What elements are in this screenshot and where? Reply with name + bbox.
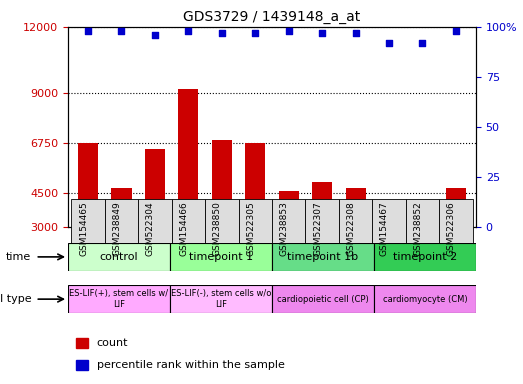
Point <box>385 40 393 46</box>
Bar <box>172 199 205 243</box>
Point <box>84 28 92 34</box>
Text: ES-LIF(-), stem cells w/o
LIF: ES-LIF(-), stem cells w/o LIF <box>171 290 271 309</box>
Bar <box>279 191 299 293</box>
Text: time: time <box>6 252 31 262</box>
Bar <box>439 199 473 243</box>
Title: GDS3729 / 1439148_a_at: GDS3729 / 1439148_a_at <box>184 10 360 25</box>
Text: GSM154467: GSM154467 <box>380 201 389 256</box>
Text: GSM522308: GSM522308 <box>347 201 356 256</box>
Text: cardiomyocyte (CM): cardiomyocyte (CM) <box>383 295 467 304</box>
Text: percentile rank within the sample: percentile rank within the sample <box>97 360 285 370</box>
Bar <box>68 285 170 313</box>
Point <box>318 30 326 36</box>
Bar <box>272 199 305 243</box>
Text: cell type: cell type <box>0 294 31 304</box>
Point <box>285 28 293 34</box>
Text: count: count <box>97 338 128 348</box>
Bar <box>406 199 439 243</box>
Bar <box>372 199 406 243</box>
Point <box>184 28 192 34</box>
Bar <box>145 149 165 293</box>
Bar <box>346 188 366 293</box>
Text: GSM238849: GSM238849 <box>112 201 121 256</box>
Bar <box>76 360 88 370</box>
Text: GSM238850: GSM238850 <box>213 201 222 256</box>
Bar <box>178 89 198 293</box>
Bar <box>238 199 272 243</box>
Bar <box>446 188 466 293</box>
Bar <box>305 199 339 243</box>
Bar <box>339 199 372 243</box>
Text: GSM522304: GSM522304 <box>146 201 155 256</box>
Point <box>452 28 460 34</box>
Text: GSM522305: GSM522305 <box>246 201 255 256</box>
Text: timepoint 1: timepoint 1 <box>189 252 253 262</box>
Text: GSM522306: GSM522306 <box>447 201 456 256</box>
Point <box>117 28 126 34</box>
Text: ES-LIF(+), stem cells w/
LIF: ES-LIF(+), stem cells w/ LIF <box>70 290 168 309</box>
Bar <box>205 199 238 243</box>
Text: cardiopoietic cell (CP): cardiopoietic cell (CP) <box>277 295 369 304</box>
Bar <box>105 199 138 243</box>
Bar <box>379 204 399 293</box>
Bar <box>170 285 272 313</box>
Bar <box>374 243 476 271</box>
Text: timepoint 1b: timepoint 1b <box>288 252 358 262</box>
Bar <box>138 199 172 243</box>
Bar <box>272 285 374 313</box>
Text: GSM154465: GSM154465 <box>79 201 88 256</box>
Text: timepoint 2: timepoint 2 <box>393 252 457 262</box>
Point <box>218 30 226 36</box>
Point <box>418 40 427 46</box>
Text: GSM522307: GSM522307 <box>313 201 322 256</box>
Bar <box>245 143 265 293</box>
Bar <box>170 243 272 271</box>
Point <box>351 30 360 36</box>
Bar <box>413 207 433 293</box>
Bar <box>68 243 170 271</box>
Bar <box>78 143 98 293</box>
Text: GSM154466: GSM154466 <box>179 201 188 256</box>
Bar <box>272 243 374 271</box>
Bar <box>71 199 105 243</box>
Text: GSM238853: GSM238853 <box>280 201 289 256</box>
Bar <box>111 188 131 293</box>
Text: control: control <box>100 252 138 262</box>
Point <box>151 32 159 38</box>
Text: GSM238852: GSM238852 <box>413 201 423 256</box>
Bar <box>374 285 476 313</box>
Bar <box>312 182 332 293</box>
Bar <box>76 338 88 348</box>
Point <box>251 30 259 36</box>
Bar <box>212 140 232 293</box>
